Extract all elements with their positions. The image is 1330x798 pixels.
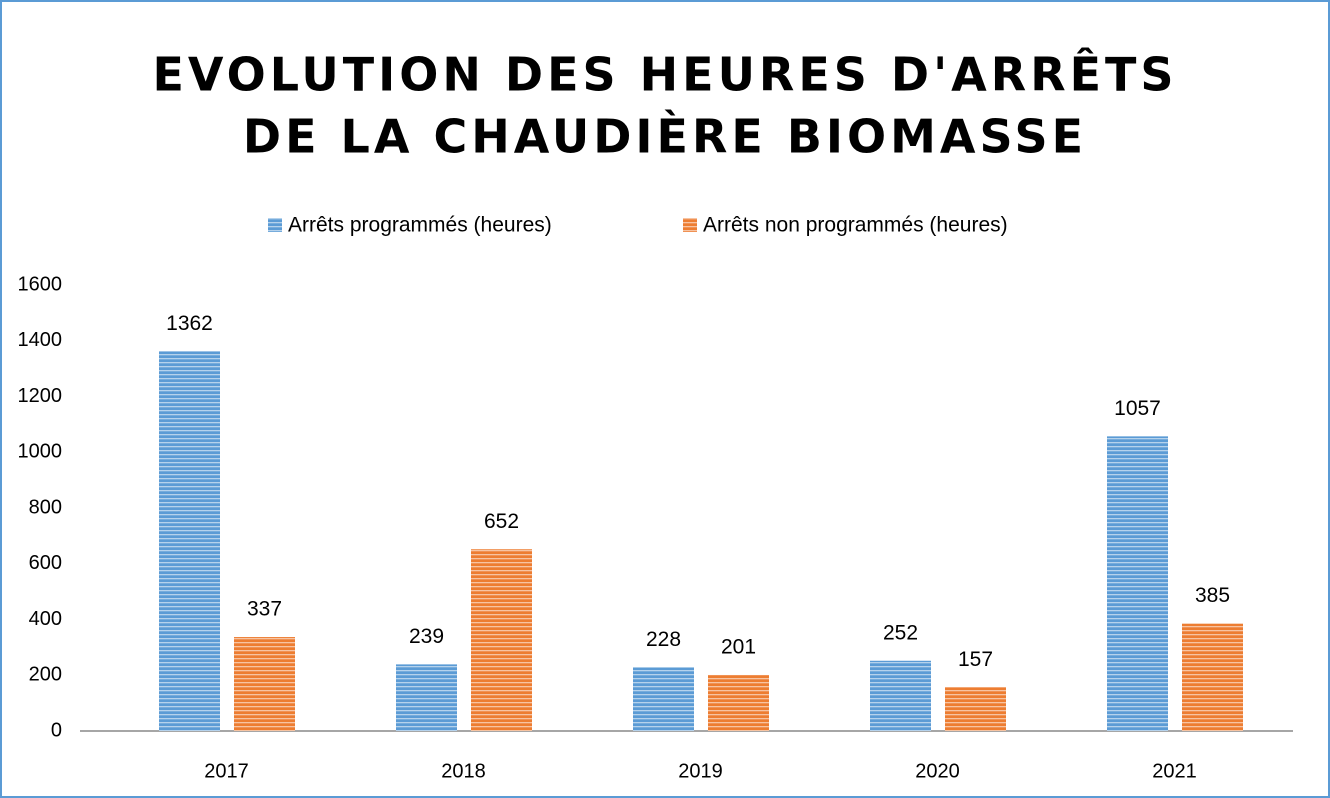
y-tick-label: 1400	[18, 329, 63, 351]
bar	[1182, 623, 1243, 731]
chart-title: DE LA CHAUDIÈRE BIOMASSE	[243, 110, 1087, 164]
y-tick-label: 200	[29, 664, 62, 686]
bar	[396, 664, 457, 731]
x-tick-label: 2020	[915, 760, 960, 782]
data-label: 652	[484, 510, 519, 533]
data-label: 1057	[1114, 397, 1161, 420]
data-label: 385	[1195, 584, 1230, 607]
legend-label: Arrêts non programmés (heures)	[703, 214, 1008, 237]
bar	[159, 351, 220, 731]
x-tick-label: 2018	[441, 760, 486, 782]
bar	[234, 637, 295, 731]
bar	[471, 549, 532, 731]
bar	[708, 674, 769, 731]
legend-swatch	[268, 218, 282, 232]
legend-label: Arrêts programmés (heures)	[288, 214, 552, 237]
y-tick-label: 600	[29, 552, 62, 574]
y-tick-label: 0	[51, 719, 62, 741]
y-tick-label: 400	[29, 608, 62, 630]
y-tick-label: 800	[29, 496, 62, 518]
data-label: 239	[409, 625, 444, 648]
chart-title: EVOLUTION DES HEURES D'ARRÊTS	[152, 48, 1177, 102]
y-tick-label: 1200	[18, 385, 63, 407]
data-label: 228	[646, 628, 681, 651]
y-tick-label: 1600	[18, 273, 63, 295]
y-tick-label: 1000	[18, 441, 63, 463]
data-label: 337	[247, 598, 282, 621]
data-label: 1362	[166, 312, 213, 335]
bar	[1107, 436, 1168, 731]
bar	[945, 687, 1006, 731]
bar	[633, 667, 694, 731]
data-label: 157	[958, 648, 993, 671]
data-label: 201	[721, 636, 756, 659]
legend-swatch	[683, 218, 697, 232]
bar	[870, 660, 931, 731]
x-tick-label: 2019	[678, 760, 723, 782]
x-tick-label: 2021	[1152, 760, 1197, 782]
x-tick-label: 2017	[204, 760, 249, 782]
data-label: 252	[883, 621, 918, 644]
